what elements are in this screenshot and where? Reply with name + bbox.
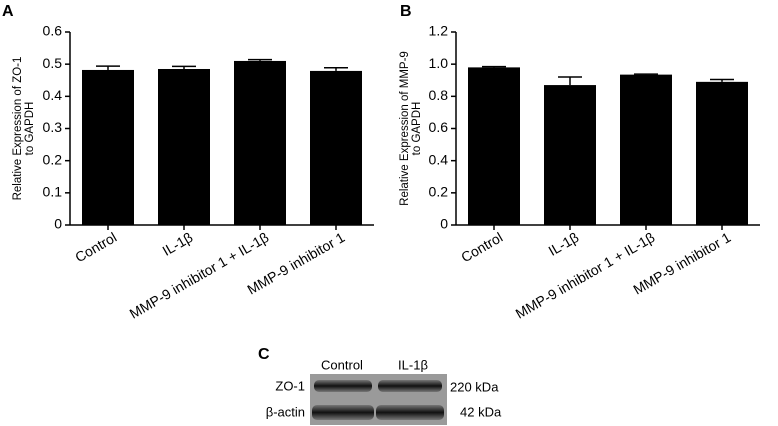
- blot-band: [376, 405, 444, 420]
- error-bar: [96, 65, 120, 70]
- y-axis-label: to GAPDH: [24, 102, 36, 156]
- panel-label: C: [258, 346, 270, 363]
- bar: [544, 85, 596, 225]
- x-tick-label: MMP-9 inhibitor 1 + IL-1β: [513, 229, 658, 322]
- error-bar: [248, 58, 272, 61]
- x-tick-label: IL-1β: [159, 229, 195, 259]
- x-tick-label: Control: [72, 229, 119, 265]
- y-tick-label: 0.6: [43, 23, 63, 39]
- y-tick-label: 1.0: [429, 55, 449, 71]
- error-bar: [558, 76, 582, 86]
- bar: [468, 67, 520, 225]
- row-label: ZO-1: [275, 378, 305, 393]
- bar: [620, 74, 672, 225]
- y-axis-label: Relative Expression of ZO-1: [12, 57, 24, 201]
- y-tick-label: 0: [440, 216, 448, 232]
- y-axis-label: to GAPDH: [411, 102, 423, 156]
- error-bar: [482, 65, 506, 68]
- size-label: 220 kDa: [450, 379, 499, 394]
- blot-band: [314, 380, 372, 392]
- bar: [158, 68, 210, 225]
- y-tick-label: 0.6: [429, 119, 449, 135]
- x-tick-label: Control: [458, 229, 505, 265]
- row-label: β-actin: [266, 404, 305, 419]
- y-tick-label: 0.8: [429, 87, 449, 103]
- panel-label: B: [400, 3, 412, 20]
- x-tick-label: MMP-9 inhibitor 1 + IL-1β: [127, 229, 272, 322]
- y-tick-label: 1.2: [429, 23, 449, 39]
- lane-label: IL-1β: [398, 357, 428, 372]
- panel-label: A: [2, 3, 14, 20]
- error-bar: [710, 78, 734, 82]
- y-tick-label: 0.2: [429, 184, 449, 200]
- y-tick-label: 0.4: [43, 87, 63, 103]
- y-tick-label: 0.1: [43, 184, 63, 200]
- bar: [234, 60, 286, 226]
- bar: [696, 81, 748, 225]
- y-tick-label: 0.5: [43, 55, 63, 71]
- y-tick-label: 0.4: [429, 151, 449, 167]
- error-bar: [324, 66, 348, 71]
- x-tick-label: IL-1β: [545, 229, 581, 259]
- y-tick-label: 0.2: [43, 151, 63, 167]
- y-axis-label: Relative Expression of MMP-9: [399, 51, 411, 206]
- size-label: 42 kDa: [460, 404, 502, 419]
- error-bar: [172, 65, 196, 69]
- blot-band: [312, 405, 374, 420]
- bar: [82, 69, 134, 225]
- blot-band: [378, 380, 442, 392]
- y-tick-label: 0: [54, 216, 62, 232]
- y-tick-label: 0.3: [43, 119, 63, 135]
- bar: [310, 70, 362, 226]
- lane-label: Control: [321, 357, 363, 372]
